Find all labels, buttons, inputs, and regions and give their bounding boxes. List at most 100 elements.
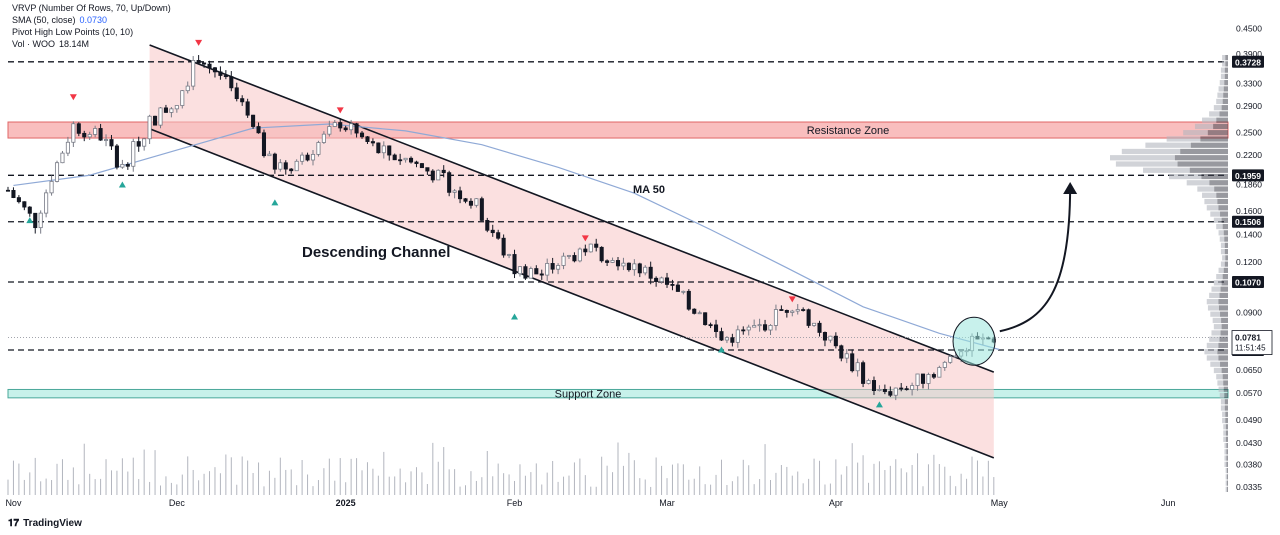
volume-profile-bar xyxy=(1219,392,1225,399)
legend-pivot[interactable]: Pivot High Low Points (10, 10) xyxy=(12,27,134,37)
candle-body xyxy=(185,85,190,92)
volume-profile-bar xyxy=(1223,436,1226,442)
volume-profile-bar xyxy=(1225,436,1228,442)
candle-body xyxy=(572,255,577,262)
volume-profile-bar xyxy=(1220,330,1228,336)
candle-body xyxy=(528,268,533,279)
volume-profile-bar xyxy=(1226,455,1228,461)
candle-body xyxy=(278,162,283,170)
tradingview-logo[interactable]: 𝟏𝟕 TradingView xyxy=(8,518,82,529)
target-arrow xyxy=(999,185,1072,333)
candle-body xyxy=(191,60,196,87)
candle-body xyxy=(153,115,158,126)
volume-profile-bar xyxy=(1219,80,1225,86)
volume-profile-bar xyxy=(1202,192,1217,198)
candle-body xyxy=(392,154,397,161)
candle-body xyxy=(730,337,735,343)
legend-vrvp[interactable]: VRVP (Number Of Rows, 70, Up/Down) xyxy=(12,3,171,13)
candle-body xyxy=(44,192,49,214)
volume-profile-bar xyxy=(1214,186,1228,192)
volume-profile-bar xyxy=(1224,449,1227,455)
candle-body xyxy=(850,353,855,372)
volume-profile-bar xyxy=(1224,67,1228,73)
candle-body xyxy=(180,90,185,106)
candle-body xyxy=(245,101,250,116)
candle-body xyxy=(468,200,473,206)
volume-profile-bar xyxy=(1224,261,1228,267)
volume-profile-bar xyxy=(1221,317,1228,324)
candle-body xyxy=(855,362,860,372)
sma-50-line xyxy=(13,123,1000,351)
candle-body xyxy=(202,62,207,65)
volume-profile-bar xyxy=(1219,236,1225,242)
candle-body xyxy=(212,67,217,73)
volume-profile-bar xyxy=(1213,324,1222,330)
volume-profile-bar xyxy=(1224,399,1228,405)
candle-body xyxy=(763,324,768,331)
volume-profile-bar xyxy=(1220,311,1228,317)
volume-profile-bar xyxy=(1213,123,1228,130)
countdown-label: 11:51:45 xyxy=(1235,344,1266,353)
candle-body xyxy=(365,136,370,142)
candle-body xyxy=(768,325,773,331)
candle-body xyxy=(605,260,610,263)
legend-volume-value: 18.14M xyxy=(59,39,90,49)
legend-sma[interactable]: SMA (50, close) 0.0730 xyxy=(12,15,108,25)
candle-body xyxy=(327,126,332,135)
candle-body xyxy=(218,71,223,76)
volume-profile-bar xyxy=(1145,142,1191,148)
candle-body xyxy=(714,324,719,332)
volume-profile-bar xyxy=(1221,280,1228,286)
candle-body xyxy=(915,373,920,386)
candle-body xyxy=(60,152,65,164)
volume-profile-bar xyxy=(1222,417,1226,424)
volume-profile-bar xyxy=(1206,342,1219,349)
volume-profile-bar xyxy=(1218,305,1228,311)
candle-body xyxy=(33,212,38,229)
volume-profile-bar xyxy=(1207,305,1219,311)
candle-body xyxy=(223,75,228,78)
candle-body xyxy=(686,290,691,310)
candle-body xyxy=(757,324,762,327)
candle-body xyxy=(174,105,179,110)
candle-body xyxy=(659,277,664,282)
candle-body xyxy=(828,335,833,341)
candle-body xyxy=(49,181,54,194)
volume-profile-bar xyxy=(1200,136,1228,142)
candle-body xyxy=(822,332,827,341)
candle-body xyxy=(54,162,60,182)
y-tick-label: 0.2500 xyxy=(1236,127,1262,137)
candle-body xyxy=(300,154,305,162)
pivot-high-marker xyxy=(581,235,589,242)
candle-body xyxy=(229,76,234,89)
volume-profile-bar xyxy=(1219,336,1228,342)
breakout-highlight-circle xyxy=(952,316,996,366)
indicator-legend[interactable]: VRVP (Number Of Rows, 70, Up/Down) SMA (… xyxy=(12,2,171,50)
candle-body xyxy=(523,266,528,279)
volume-profile-bar xyxy=(1224,242,1228,248)
volume-profile-bar xyxy=(1223,380,1228,386)
legend-sma-value: 0.0730 xyxy=(79,15,108,25)
volume-profile-bar xyxy=(1225,255,1228,261)
candle-body xyxy=(882,389,887,392)
candle-body xyxy=(806,309,811,326)
pivot-low-marker xyxy=(717,346,725,353)
volume-profile-bar xyxy=(1221,105,1228,111)
candle-body xyxy=(452,190,457,193)
legend-volume[interactable]: Vol · WOO 18.14M xyxy=(12,39,90,49)
candle-body xyxy=(120,163,125,168)
volume-profile-bar xyxy=(1204,349,1218,355)
candle-body xyxy=(779,309,784,311)
volume-profile-bar xyxy=(1225,411,1228,417)
volume-profile-bar xyxy=(1219,292,1228,299)
candle-body xyxy=(910,385,915,390)
candle-body xyxy=(479,198,484,221)
volume-profile-bar xyxy=(1211,286,1221,292)
candle-body xyxy=(719,331,724,341)
candle-body xyxy=(632,263,637,271)
volume-profile-bar xyxy=(1222,223,1228,230)
volume-profile-bar xyxy=(1223,424,1226,430)
candle-body xyxy=(507,254,512,256)
candle-body xyxy=(447,172,452,193)
